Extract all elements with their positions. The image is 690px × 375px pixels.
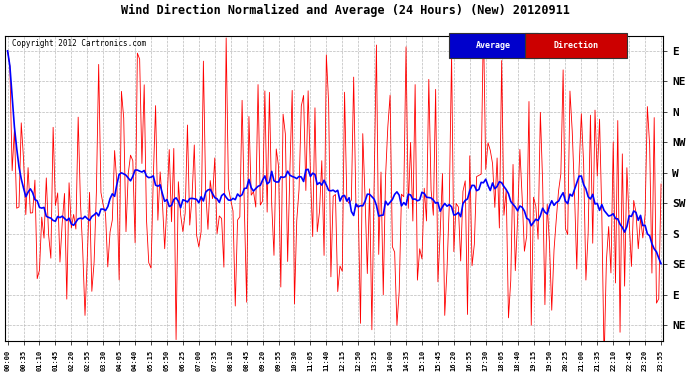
Text: Average: Average (476, 41, 511, 50)
Text: Direction: Direction (553, 41, 598, 50)
FancyBboxPatch shape (525, 33, 627, 58)
FancyBboxPatch shape (449, 33, 538, 58)
Text: Copyright 2012 Cartronics.com: Copyright 2012 Cartronics.com (12, 39, 146, 48)
Text: Wind Direction Normalized and Average (24 Hours) (New) 20120911: Wind Direction Normalized and Average (2… (121, 4, 569, 17)
